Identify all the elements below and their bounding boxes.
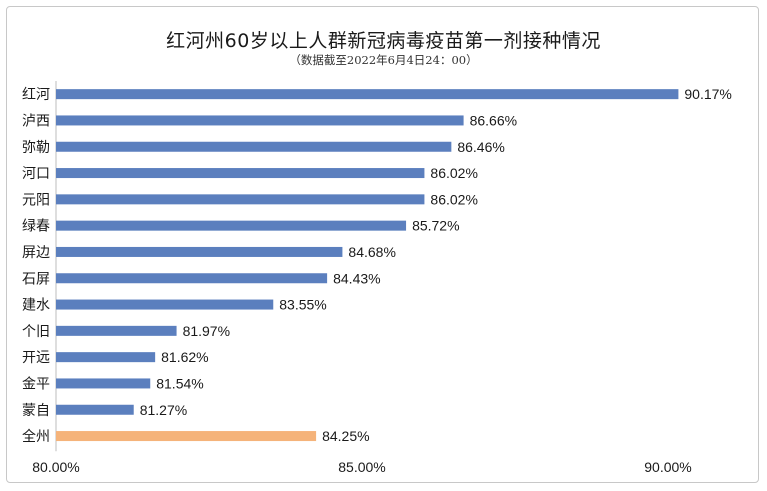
value-label: 84.68% (348, 244, 395, 260)
value-label: 83.55% (279, 297, 326, 313)
bar-9 (56, 299, 274, 310)
category-label: 泸西 (22, 113, 50, 129)
bar-3 (56, 141, 452, 152)
value-label: 81.27% (140, 402, 187, 418)
category-label: 绿春 (22, 219, 50, 235)
value-label: 86.66% (470, 112, 517, 128)
bar-14 (56, 431, 317, 442)
category-label: 屏边 (22, 245, 50, 261)
bar-10 (56, 325, 177, 336)
bar-13 (56, 404, 134, 415)
category-label: 全州 (22, 428, 50, 445)
chart-subtitle: （数据截至2022年6月4日24：00） (289, 53, 478, 67)
bar-11 (56, 352, 156, 363)
category-label: 开远 (22, 350, 50, 366)
category-label: 红河 (22, 87, 50, 103)
bar-1 (56, 89, 679, 100)
value-label: 90.17% (684, 86, 731, 102)
category-label: 蒙自 (22, 403, 50, 419)
bar-2 (56, 115, 464, 126)
category-label: 石屏 (22, 271, 50, 287)
category-label: 个旧 (22, 324, 50, 340)
value-label: 81.97% (183, 323, 230, 339)
value-label: 86.46% (457, 139, 504, 155)
category-label: 建水 (22, 298, 50, 314)
x-tick-label: 80.00% (32, 459, 79, 475)
bar-4 (56, 168, 425, 179)
chart-title: 红河州60岁以上人群新冠病毒疫苗第一剂接种情况 (166, 30, 601, 52)
bar-6 (56, 220, 407, 231)
value-label: 86.02% (430, 165, 477, 181)
value-label: 81.62% (161, 349, 208, 365)
category-label: 元阳 (22, 192, 50, 208)
category-label: 河口 (22, 166, 50, 182)
x-tick-label: 90.00% (644, 459, 691, 475)
bar-5 (56, 194, 425, 205)
chart-frame (6, 6, 759, 483)
category-label: 金平 (22, 376, 50, 392)
value-label: 84.43% (333, 270, 380, 286)
value-label: 86.02% (430, 191, 477, 207)
value-label: 85.72% (412, 218, 459, 234)
bar-7 (56, 246, 343, 257)
bar-8 (56, 273, 328, 284)
category-label: 弥勒 (22, 139, 50, 156)
x-tick-label: 85.00% (338, 459, 385, 475)
value-label: 84.25% (322, 428, 369, 444)
value-label: 81.54% (156, 375, 203, 391)
bar-12 (56, 378, 151, 389)
